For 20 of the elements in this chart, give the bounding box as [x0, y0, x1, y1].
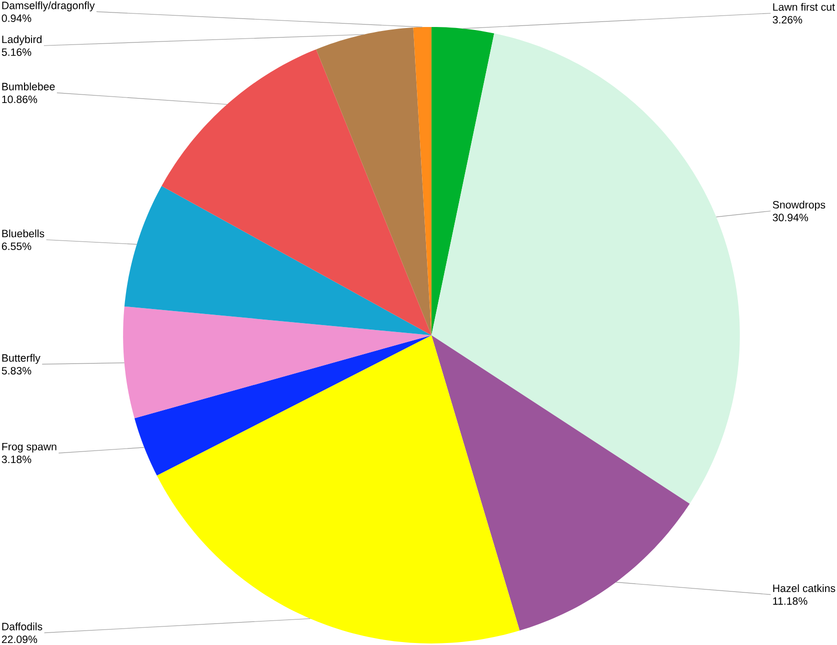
slice-label: Frog spawn — [2, 443, 56, 453]
slice-label: Snowdrops — [772, 200, 826, 211]
data-label: 11.18% — [773, 598, 808, 606]
data-label: 30.94% — [772, 214, 808, 222]
data-label: 5.83% — [2, 367, 32, 375]
slice-label: Lawn first cut — [773, 3, 835, 11]
data-label: 3.26% — [772, 16, 802, 24]
slice-label: Bluebells — [2, 230, 44, 238]
slice-label: Butterfly — [2, 354, 40, 364]
data-label: 5.16% — [2, 48, 32, 56]
slice-label: Damselfly/dragonfly — [2, 2, 95, 12]
slice-label: Daffodils — [2, 622, 42, 631]
data-label: 10.86% — [2, 96, 38, 104]
data-label: 0.94% — [2, 14, 32, 22]
data-label: 3.18% — [2, 456, 32, 464]
data-label: 22.09% — [2, 636, 38, 644]
slice-label: Ladybird — [2, 36, 42, 46]
slice-label: Bumblebee — [2, 82, 55, 91]
data-label: 6.55% — [2, 242, 32, 250]
slice-label: Hazel catkins — [773, 584, 836, 592]
